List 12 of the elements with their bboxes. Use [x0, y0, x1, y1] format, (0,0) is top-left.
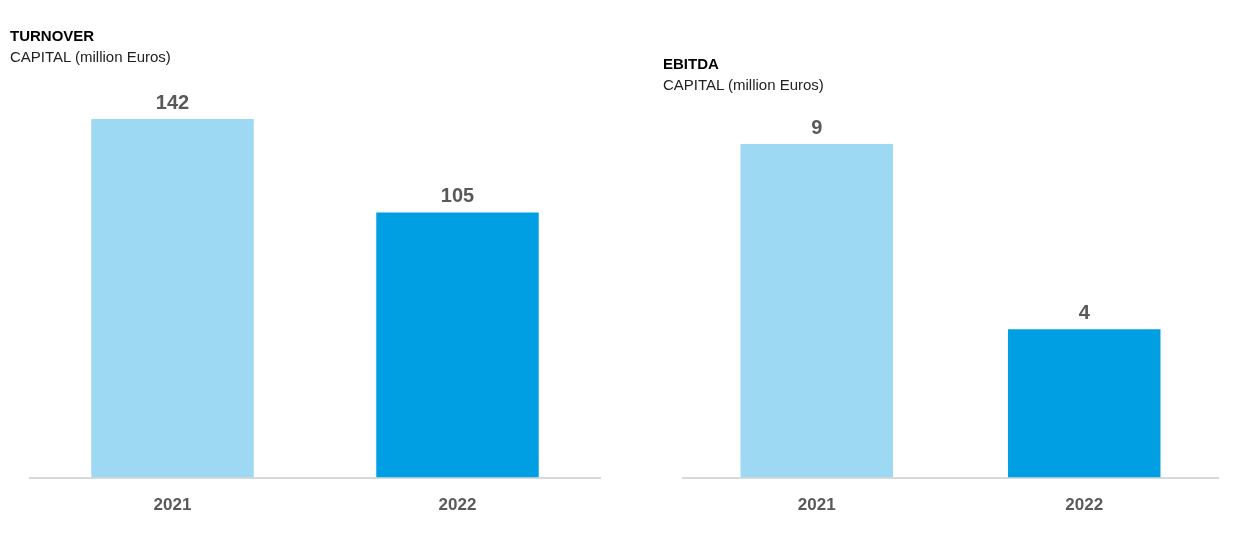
- x-tick-label: 2021: [153, 495, 192, 515]
- data-label: 142: [155, 90, 190, 113]
- chart-title: TURNOVER: [10, 26, 96, 46]
- data-label: 105: [440, 183, 475, 206]
- x-tick-label: 2022: [1065, 495, 1104, 515]
- data-label: 4: [1078, 300, 1091, 323]
- x-tick-label: 2022: [438, 495, 477, 515]
- chart-subtitle: CAPITAL (million Euros): [663, 75, 825, 95]
- chart-subtitle: CAPITAL (million Euros): [10, 47, 172, 67]
- x-tick-label: 2021: [797, 495, 836, 515]
- chart-title: EBITDA: [663, 54, 720, 74]
- data-label: 9: [811, 115, 823, 138]
